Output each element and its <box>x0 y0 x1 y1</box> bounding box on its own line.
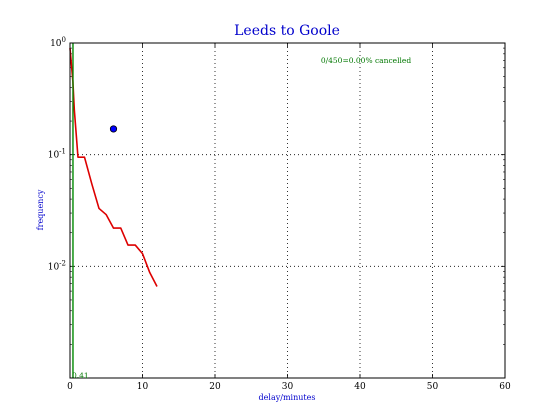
grid <box>70 43 505 378</box>
y-tick-label: 10-1 <box>48 148 66 161</box>
cancelled-annotation: 0/450=0.00% cancelled <box>321 56 411 65</box>
x-tick-label: 30 <box>282 382 294 392</box>
y-tick-label: 100 <box>50 36 66 49</box>
marker-value-label: 0.41 <box>72 371 89 380</box>
x-tick-label: 40 <box>354 382 366 392</box>
x-tick-label: 0 <box>67 382 73 392</box>
plot-frame <box>69 42 506 379</box>
y-tick-label: 10-2 <box>48 259 66 272</box>
ticks: 0 10 20 30 40 50 60 10-2 10-1 100 <box>48 36 511 392</box>
series-line <box>69 48 158 287</box>
x-axis-label: delay/minutes <box>259 393 316 402</box>
x-tick-label: 10 <box>137 382 149 392</box>
x-tick-label: 50 <box>427 382 439 392</box>
chart-title: Leeds to Goole <box>234 23 340 39</box>
x-tick-label: 60 <box>499 382 511 392</box>
data-point <box>109 125 118 133</box>
y-axis-label: frequency <box>36 189 45 230</box>
x-tick-label: 20 <box>209 382 221 392</box>
plot-area <box>69 43 158 378</box>
